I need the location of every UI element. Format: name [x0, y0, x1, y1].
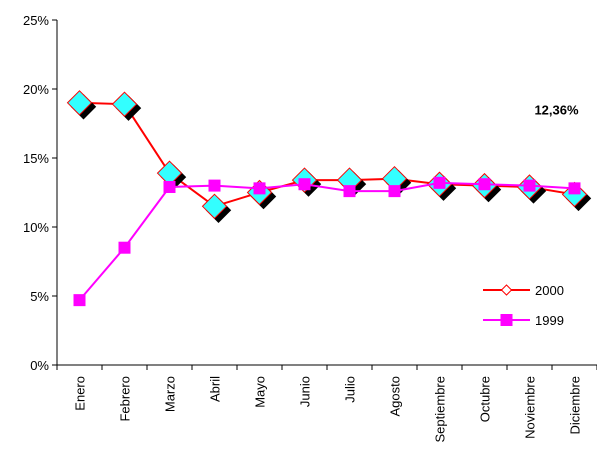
series-1999-point [118, 241, 131, 254]
legend-label-2000: 2000 [535, 283, 564, 298]
y-axis-ticks: 0% 5% 10% 15% 20% 25% [23, 13, 57, 373]
y-tick-label: 25% [23, 13, 49, 28]
y-tick-label: 20% [23, 82, 49, 97]
series-1999-point [208, 179, 221, 192]
y-tick-label: 5% [30, 289, 49, 304]
x-tick-label: Agosto [388, 376, 403, 416]
series-2000-point [66, 90, 93, 116]
x-tick-label: Diciembre [568, 376, 583, 435]
x-tick-label: Julio [343, 376, 358, 403]
series-1999-point [343, 185, 356, 198]
x-tick-label: Enero [73, 376, 88, 411]
x-tick-label: Marzo [163, 376, 178, 412]
series-1999-point [568, 182, 581, 195]
y-tick-label: 10% [23, 220, 49, 235]
chart-annotations: 12,36% [534, 102, 579, 117]
x-tick-label: Febrero [118, 376, 133, 422]
x-tick-label: Octubre [478, 376, 493, 422]
legend-marker-2000 [500, 284, 513, 296]
series-1999 [73, 176, 581, 307]
x-tick-label: Mayo [253, 376, 268, 408]
series-line-2000 [79, 101, 575, 208]
x-axis-ticks: Enero Febrero Marzo Abril Mayo Junio Julio Agos… [56, 365, 597, 442]
series-line-1999 [78, 181, 575, 301]
series-1999-point [388, 185, 401, 198]
x-tick-label: Septiembre [433, 376, 448, 442]
legend-marker-1999 [500, 314, 513, 326]
series-1999-point [163, 180, 176, 193]
series-1999-point [478, 178, 491, 191]
y-tick-label: 15% [23, 151, 49, 166]
series-1999-point [523, 179, 536, 192]
x-tick-label: Noviembre [523, 376, 538, 439]
y-tick-label: 0% [30, 358, 49, 373]
chart-series [66, 90, 592, 307]
chart-axes [56, 20, 597, 366]
series-1999-point [298, 178, 311, 191]
series-1999-point [73, 294, 86, 307]
x-tick-label: Abril [208, 376, 223, 402]
series-2000-point [201, 193, 228, 220]
data-label-annotation: 12,36% [534, 102, 579, 117]
series-1999-point [433, 176, 446, 189]
series-1999-point [253, 182, 266, 195]
chart-legend: 2000 1999 [483, 283, 564, 328]
series-2000 [66, 90, 592, 224]
legend-label-1999: 1999 [535, 313, 564, 328]
x-tick-label: Junio [298, 376, 313, 407]
series-2000-point [111, 91, 138, 117]
